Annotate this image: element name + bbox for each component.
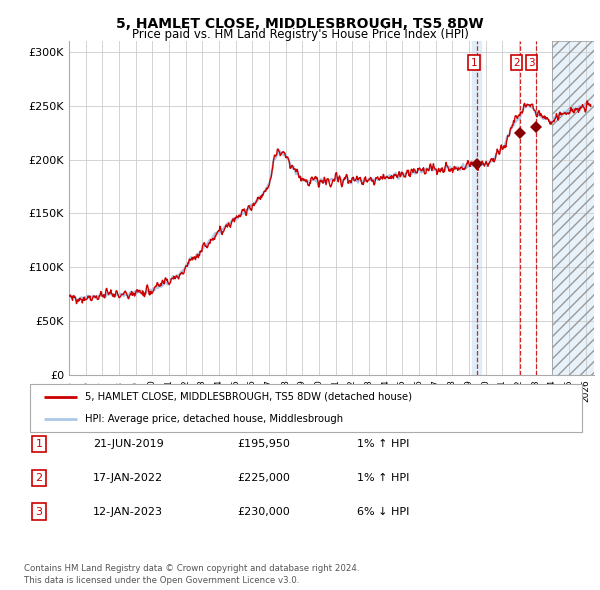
Text: 12-JAN-2023: 12-JAN-2023 bbox=[93, 507, 163, 516]
Text: 1: 1 bbox=[470, 58, 478, 68]
Text: Contains HM Land Registry data © Crown copyright and database right 2024.
This d: Contains HM Land Registry data © Crown c… bbox=[24, 565, 359, 585]
Text: 1% ↑ HPI: 1% ↑ HPI bbox=[357, 473, 409, 483]
Text: 21-JUN-2019: 21-JUN-2019 bbox=[93, 439, 164, 448]
Text: 1% ↑ HPI: 1% ↑ HPI bbox=[357, 439, 409, 448]
FancyBboxPatch shape bbox=[30, 384, 582, 432]
Text: 2: 2 bbox=[513, 58, 520, 68]
Bar bbox=[553, 41, 594, 375]
Text: 1: 1 bbox=[35, 439, 43, 448]
Text: £230,000: £230,000 bbox=[237, 507, 290, 516]
Bar bbox=[472, 41, 481, 375]
Text: 5, HAMLET CLOSE, MIDDLESBROUGH, TS5 8DW (detached house): 5, HAMLET CLOSE, MIDDLESBROUGH, TS5 8DW … bbox=[85, 392, 412, 402]
Text: Price paid vs. HM Land Registry's House Price Index (HPI): Price paid vs. HM Land Registry's House … bbox=[131, 28, 469, 41]
Text: 3: 3 bbox=[35, 507, 43, 516]
Bar bbox=[553, 41, 594, 375]
Text: £225,000: £225,000 bbox=[237, 473, 290, 483]
Text: 3: 3 bbox=[528, 58, 535, 68]
Text: HPI: Average price, detached house, Middlesbrough: HPI: Average price, detached house, Midd… bbox=[85, 414, 343, 424]
Text: 6% ↓ HPI: 6% ↓ HPI bbox=[357, 507, 409, 516]
Text: 17-JAN-2022: 17-JAN-2022 bbox=[93, 473, 163, 483]
Text: 5, HAMLET CLOSE, MIDDLESBROUGH, TS5 8DW: 5, HAMLET CLOSE, MIDDLESBROUGH, TS5 8DW bbox=[116, 17, 484, 31]
Text: 2: 2 bbox=[35, 473, 43, 483]
Text: £195,950: £195,950 bbox=[237, 439, 290, 448]
